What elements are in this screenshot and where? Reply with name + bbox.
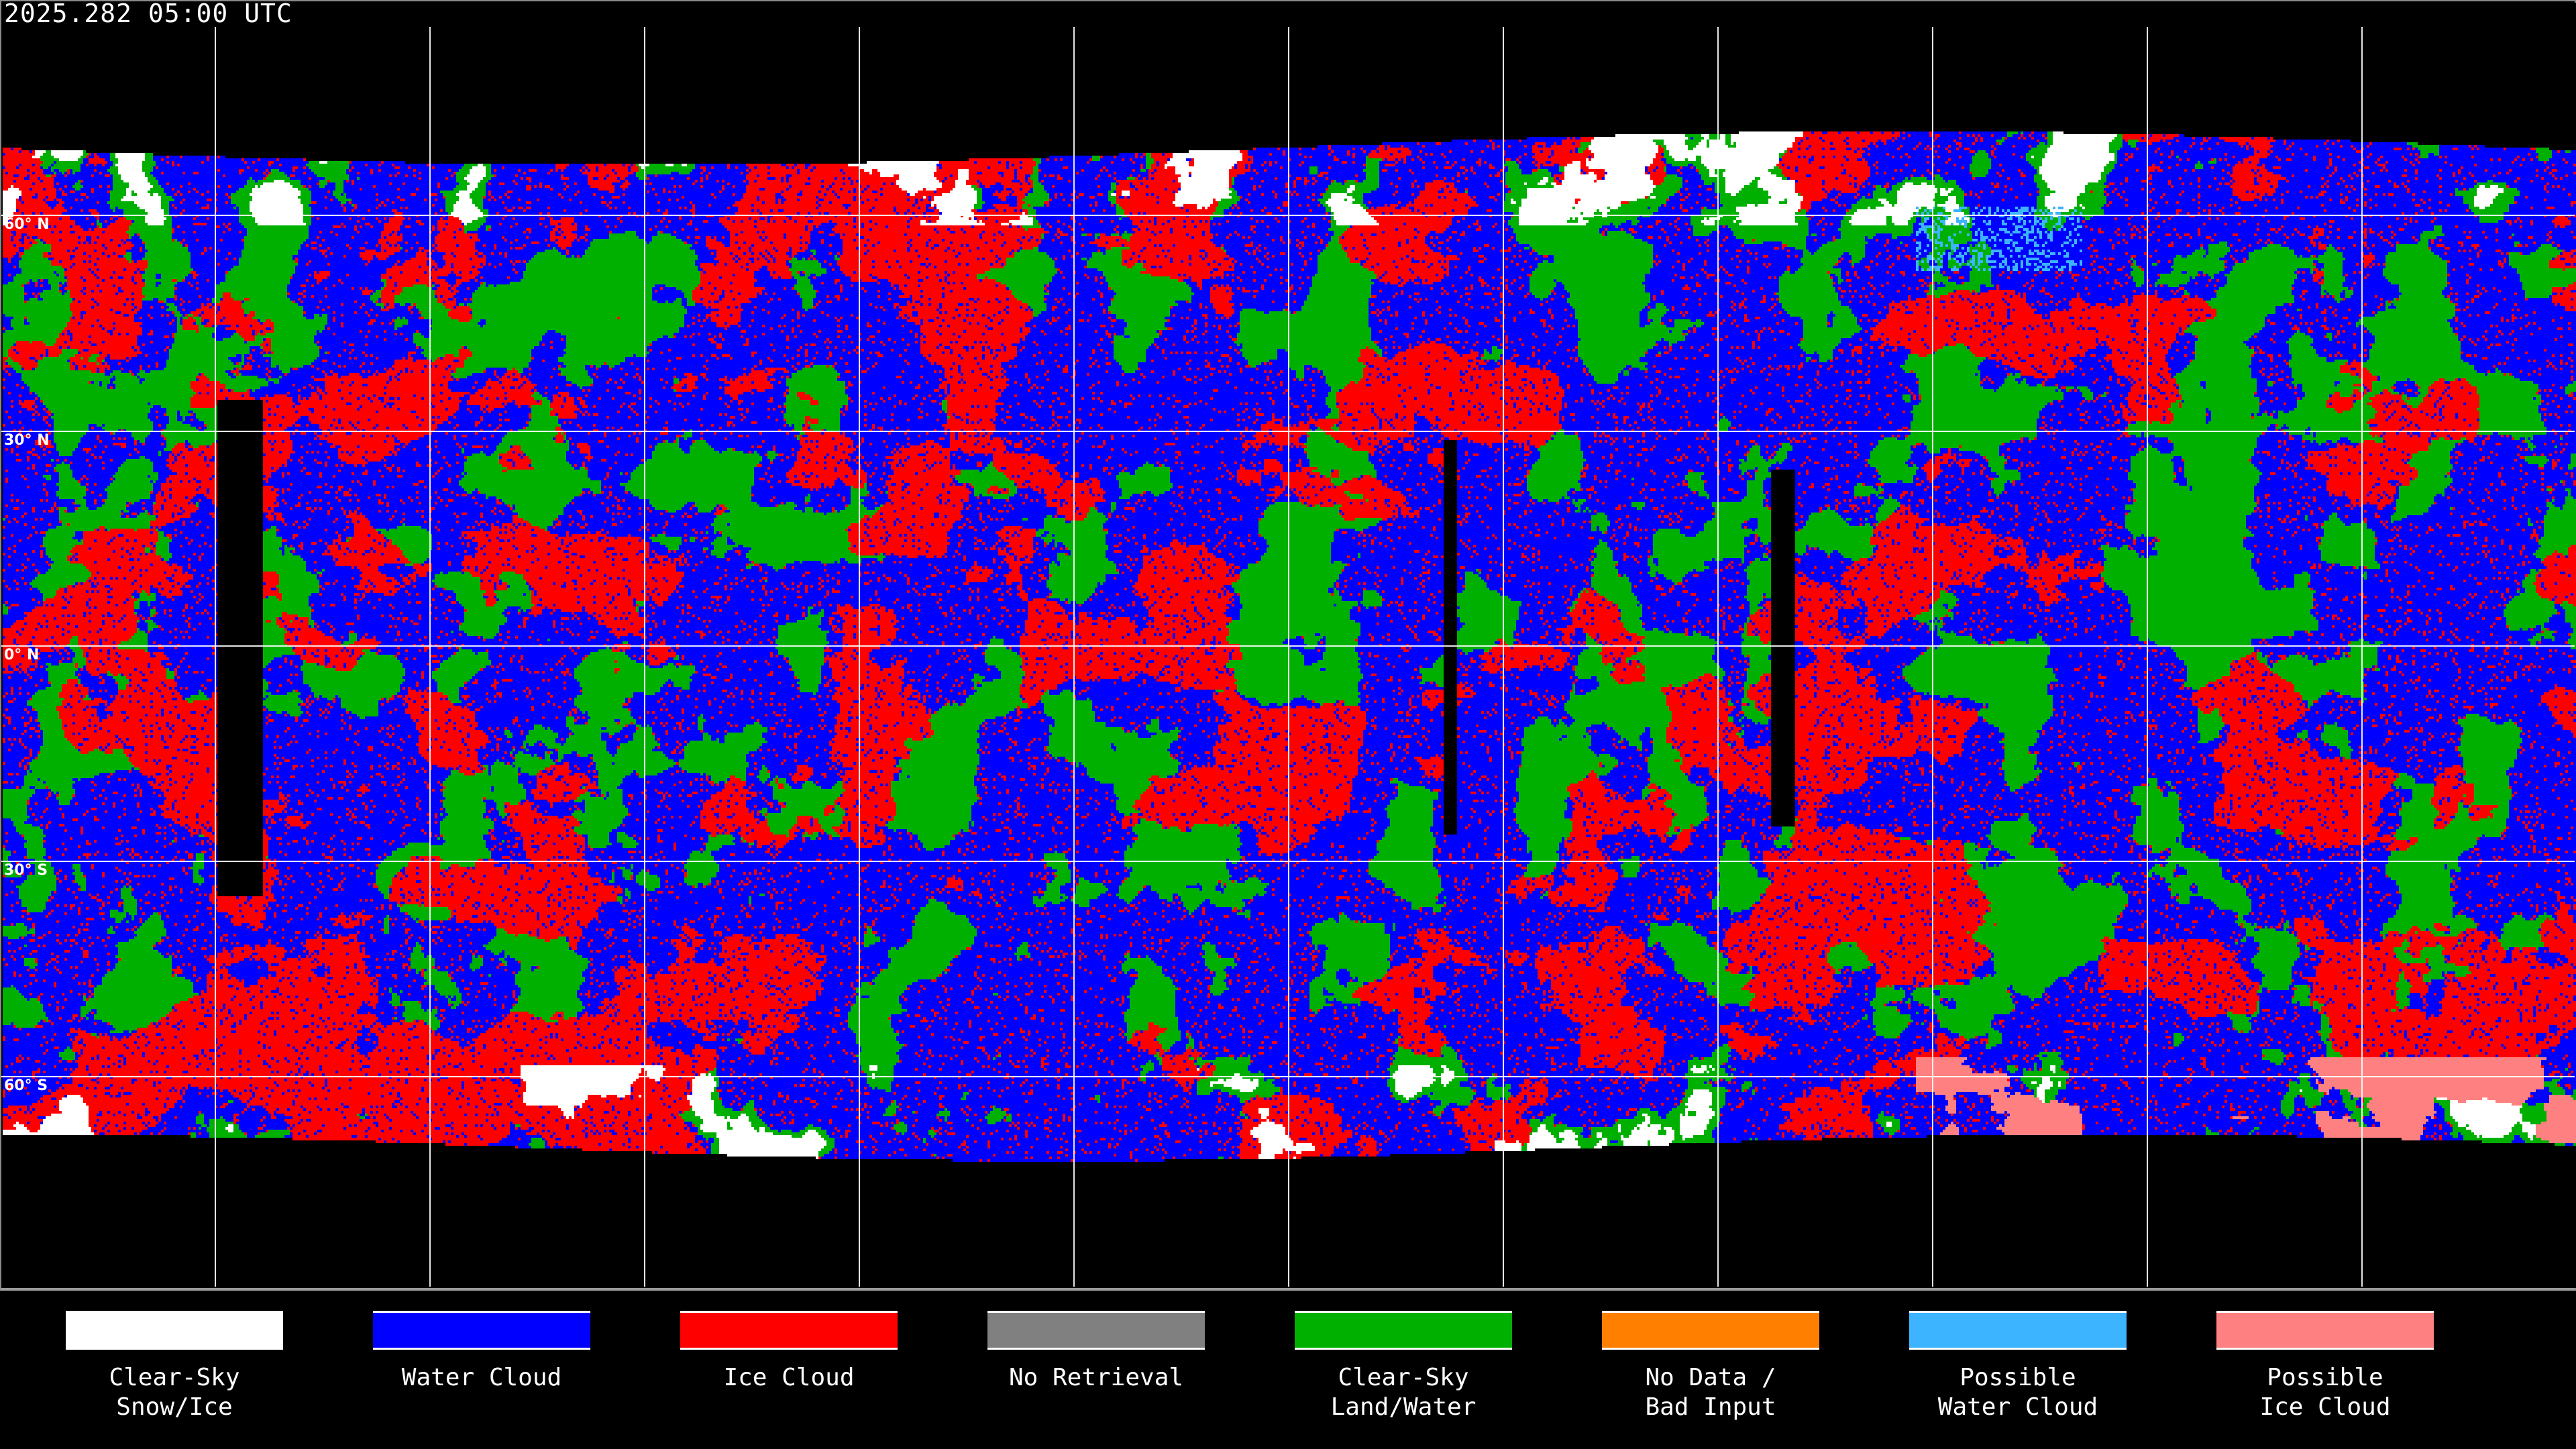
timestamp-title: 2025.282 05:00 UTC bbox=[4, 0, 292, 28]
latitude-label: 60° N bbox=[4, 216, 50, 233]
legend-swatch bbox=[66, 1311, 283, 1350]
latitude-label: 0° N bbox=[4, 647, 40, 663]
longitude-gridline bbox=[2147, 27, 2148, 1287]
legend-item-ice-cloud: Ice Cloud bbox=[680, 1311, 898, 1393]
legend-swatch bbox=[1295, 1311, 1512, 1350]
latitude-gridline bbox=[1, 215, 2575, 216]
legend-label: Ice Cloud bbox=[723, 1364, 855, 1391]
longitude-gridline bbox=[859, 27, 860, 1287]
legend-item-no-data-bad-input: No Data / Bad Input bbox=[1602, 1311, 1819, 1422]
longitude-gridline bbox=[644, 27, 645, 1287]
legend-label: Possible Ice Cloud bbox=[2259, 1364, 2391, 1421]
legend-swatch bbox=[2216, 1311, 2434, 1350]
longitude-gridline bbox=[215, 27, 216, 1287]
legend-swatch bbox=[1602, 1311, 1819, 1350]
legend-item-possible-ice-cloud: Possible Ice Cloud bbox=[2216, 1311, 2434, 1422]
legend-item-no-retrieval: No Retrieval bbox=[987, 1311, 1205, 1393]
legend-item-possible-water-cloud: Possible Water Cloud bbox=[1909, 1311, 2127, 1422]
legend-swatch bbox=[987, 1311, 1205, 1350]
legend-swatch bbox=[680, 1311, 898, 1350]
latitude-gridline bbox=[1, 431, 2575, 432]
legend-label: Clear-Sky Land/Water bbox=[1330, 1364, 1477, 1421]
longitude-gridline bbox=[1503, 27, 1504, 1287]
legend-label: No Retrieval bbox=[1008, 1364, 1184, 1391]
longitude-gridline bbox=[1717, 27, 1719, 1287]
legend-item-water-cloud: Water Cloud bbox=[373, 1311, 590, 1393]
legend-item-clear-sky-snow-ice: Clear-Sky Snow/Ice bbox=[66, 1311, 283, 1422]
longitude-gridline bbox=[1932, 27, 1933, 1287]
latitude-label: 60° S bbox=[4, 1077, 48, 1094]
latitude-gridline bbox=[1, 861, 2575, 862]
latitude-label: 30° N bbox=[4, 432, 50, 449]
legend-item-clear-sky-land-water: Clear-Sky Land/Water bbox=[1295, 1311, 1512, 1422]
latitude-gridline bbox=[1, 1076, 2575, 1077]
legend-label: Clear-Sky Snow/Ice bbox=[109, 1364, 240, 1421]
legend-swatch bbox=[1909, 1311, 2127, 1350]
longitude-gridline bbox=[2361, 27, 2363, 1287]
longitude-gridline bbox=[1288, 27, 1289, 1287]
legend-label: No Data / Bad Input bbox=[1645, 1364, 1776, 1421]
legend-label: Water Cloud bbox=[401, 1364, 562, 1391]
legend-label: Possible Water Cloud bbox=[1937, 1364, 2098, 1421]
latitude-label: 30° S bbox=[4, 862, 48, 879]
longitude-gridline bbox=[429, 27, 431, 1287]
legend: Clear-Sky Snow/Ice Water Cloud Ice Cloud… bbox=[0, 1291, 2576, 1449]
longitude-gridline bbox=[1073, 27, 1075, 1287]
legend-swatch bbox=[373, 1311, 590, 1350]
latitude-gridline bbox=[1, 645, 2575, 647]
